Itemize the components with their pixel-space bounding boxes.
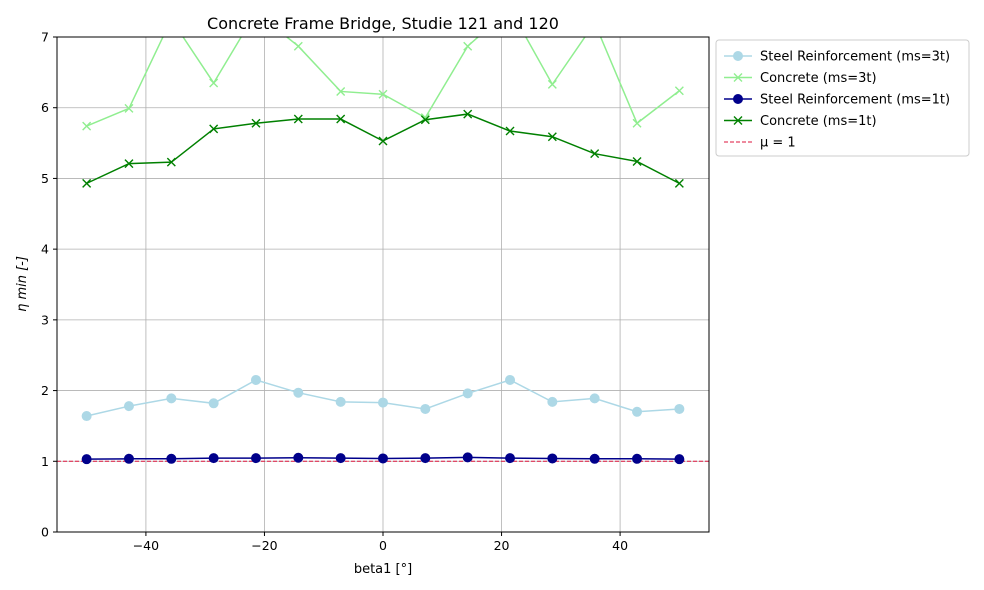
data-point <box>632 453 643 464</box>
data-point <box>420 453 431 464</box>
data-point <box>632 118 642 128</box>
x-tick-label: 20 <box>494 538 510 553</box>
legend-label: μ = 1 <box>760 136 796 151</box>
data-point <box>336 86 346 96</box>
series-layer <box>81 5 685 465</box>
y-axis-label: η min [-] <box>15 256 30 312</box>
data-point <box>82 121 92 131</box>
data-point <box>378 136 388 146</box>
data-point <box>335 453 346 464</box>
tick-layer: −40 −20 0 20 40 0 1 2 3 4 5 6 7 <box>41 30 628 554</box>
data-point <box>293 41 303 51</box>
data-point <box>420 403 431 414</box>
data-point <box>589 393 600 404</box>
data-point <box>590 149 600 159</box>
data-point <box>506 5 514 13</box>
data-point <box>123 401 134 412</box>
y-tick-label: 0 <box>41 525 49 540</box>
data-point <box>378 453 388 464</box>
data-point <box>378 89 388 99</box>
legend-swatch-marker <box>733 73 743 82</box>
data-point <box>124 159 134 169</box>
legend-item: μ = 1 <box>724 136 796 151</box>
chart-title: Concrete Frame Bridge, Studie 121 and 12… <box>207 14 559 33</box>
y-tick-label: 5 <box>41 171 49 186</box>
data-point <box>251 118 261 128</box>
series-1 <box>82 5 684 131</box>
x-tick-label: 40 <box>612 538 628 553</box>
data-point <box>81 411 92 422</box>
data-point <box>674 403 685 414</box>
data-point <box>462 452 473 463</box>
legend-swatch-marker <box>733 116 743 125</box>
data-point <box>209 124 219 134</box>
data-point <box>166 393 177 404</box>
x-axis-label: beta1 [°] <box>354 562 412 577</box>
data-point <box>336 114 346 124</box>
data-point <box>82 178 92 188</box>
data-point <box>505 126 515 136</box>
data-point <box>250 453 261 464</box>
data-point <box>293 452 304 463</box>
data-point <box>123 453 134 464</box>
legend-swatch-marker <box>733 94 743 104</box>
legend-swatch-marker <box>733 51 743 61</box>
x-tick-label: −40 <box>133 538 159 553</box>
legend-box <box>715 39 970 157</box>
legend-label: Steel Reinforcement (ms=3t) <box>760 50 950 65</box>
data-point <box>81 454 92 465</box>
x-tick-label: 0 <box>379 538 387 553</box>
data-point <box>167 15 175 23</box>
legend-item: Concrete (ms=3t) <box>724 71 877 86</box>
data-point <box>378 397 388 408</box>
data-point <box>124 103 134 113</box>
data-point <box>591 19 599 27</box>
data-point <box>505 453 516 464</box>
data-point <box>547 79 557 89</box>
legend-item: Steel Reinforcement (ms=1t) <box>724 93 950 108</box>
data-point <box>463 41 473 51</box>
series-2 <box>81 452 685 465</box>
data-point <box>420 115 430 125</box>
data-point <box>208 453 219 464</box>
data-point <box>674 454 685 465</box>
data-point <box>208 398 219 409</box>
data-point <box>547 453 558 464</box>
data-point <box>674 178 684 188</box>
series-0 <box>81 374 685 422</box>
y-tick-label: 2 <box>41 383 49 398</box>
data-point <box>547 396 558 407</box>
y-tick-label: 1 <box>41 454 49 469</box>
x-tick-label: −20 <box>251 538 277 553</box>
legend-label: Steel Reinforcement (ms=1t) <box>760 93 950 108</box>
y-tick-label: 7 <box>41 30 49 45</box>
series-3 <box>82 109 684 188</box>
y-tick-label: 4 <box>41 242 49 257</box>
data-point <box>505 374 516 385</box>
data-point <box>462 388 473 399</box>
data-point <box>250 374 261 385</box>
data-point <box>209 78 219 88</box>
data-point <box>589 453 600 464</box>
legend-label: Concrete (ms=1t) <box>760 114 877 129</box>
data-point <box>632 156 642 166</box>
y-tick-label: 6 <box>41 100 49 115</box>
data-point <box>674 86 684 96</box>
legend-label: Concrete (ms=3t) <box>760 71 877 86</box>
data-point <box>632 406 643 417</box>
data-point <box>463 109 473 119</box>
data-point <box>166 157 176 167</box>
data-point <box>166 453 177 464</box>
legend-item: Concrete (ms=1t) <box>724 114 877 129</box>
data-point <box>547 132 557 142</box>
legend: Steel Reinforcement (ms=3t) Concrete (ms=… <box>715 39 970 157</box>
legend-item: Steel Reinforcement (ms=3t) <box>724 50 950 65</box>
data-point <box>335 396 346 407</box>
data-point <box>293 114 303 124</box>
y-tick-label: 3 <box>41 312 49 327</box>
data-point <box>293 387 304 398</box>
